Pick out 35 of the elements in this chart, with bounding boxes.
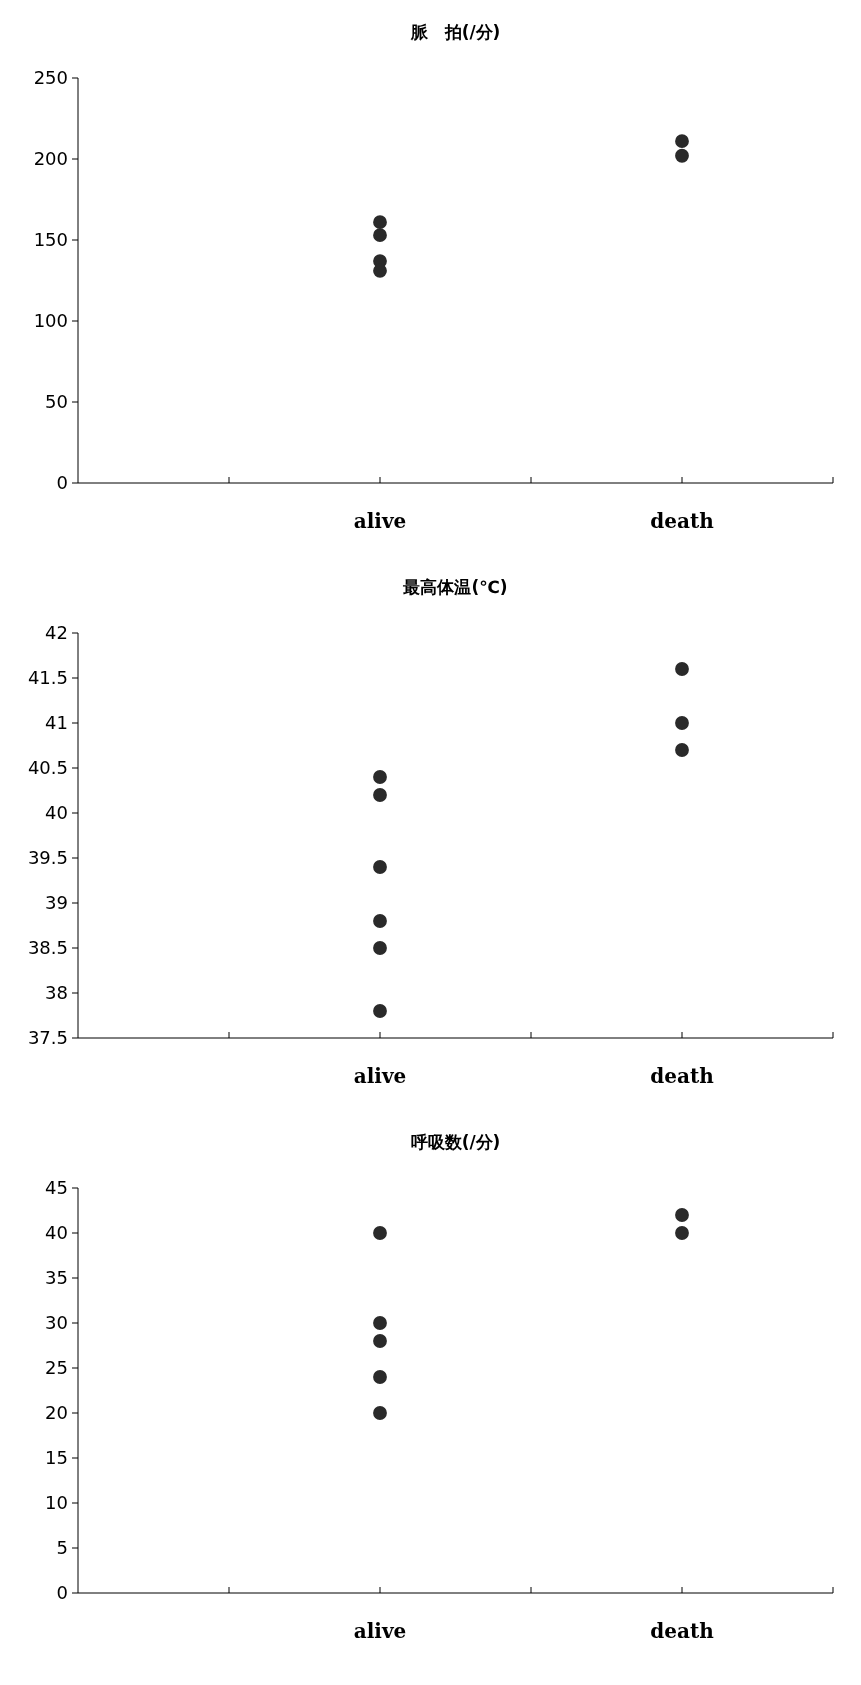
y-tick-label: 41.5 [27, 667, 68, 689]
chart-title: 最高体温(℃) [402, 577, 508, 597]
y-tick-label: 39 [45, 892, 68, 914]
y-tick-label: 38.5 [27, 937, 68, 959]
y-tick-label: 40 [45, 802, 68, 824]
y-tick-label: 200 [33, 148, 68, 170]
y-tick-label: 15 [45, 1447, 68, 1469]
x-tick-label: death [650, 1064, 715, 1088]
y-tick-label: 40 [45, 1222, 68, 1244]
y-tick-label: 20 [45, 1402, 68, 1424]
x-tick-label: death [650, 1619, 715, 1643]
y-tick-label: 42 [45, 622, 68, 644]
y-tick-label: 150 [33, 229, 68, 251]
y-tick-label: 25 [45, 1357, 68, 1379]
y-tick-label: 10 [45, 1492, 68, 1514]
y-tick-label: 40.5 [27, 757, 68, 779]
y-tick-label: 35 [45, 1267, 68, 1289]
y-tick-label: 37.5 [27, 1027, 68, 1049]
y-tick-label: 30 [45, 1312, 68, 1334]
x-tick-label: death [650, 509, 715, 533]
y-tick-label: 38 [45, 982, 68, 1004]
chart-title: 呼吸数(/分) [410, 1132, 501, 1152]
y-tick-label: 0 [56, 472, 68, 494]
x-tick-label: alive [353, 1064, 407, 1088]
y-tick-label: 39.5 [27, 847, 68, 869]
y-tick-label: 50 [45, 391, 68, 413]
x-tick-label: alive [353, 509, 407, 533]
y-tick-label: 100 [33, 310, 68, 332]
y-tick-label: 250 [33, 67, 68, 89]
y-tick-label: 0 [56, 1582, 68, 1604]
y-tick-label: 5 [56, 1537, 68, 1559]
chart-title: 脈 拍(/分) [409, 22, 501, 42]
y-tick-label: 41 [45, 712, 68, 734]
x-tick-label: alive [353, 1619, 407, 1643]
y-tick-label: 45 [45, 1177, 68, 1199]
